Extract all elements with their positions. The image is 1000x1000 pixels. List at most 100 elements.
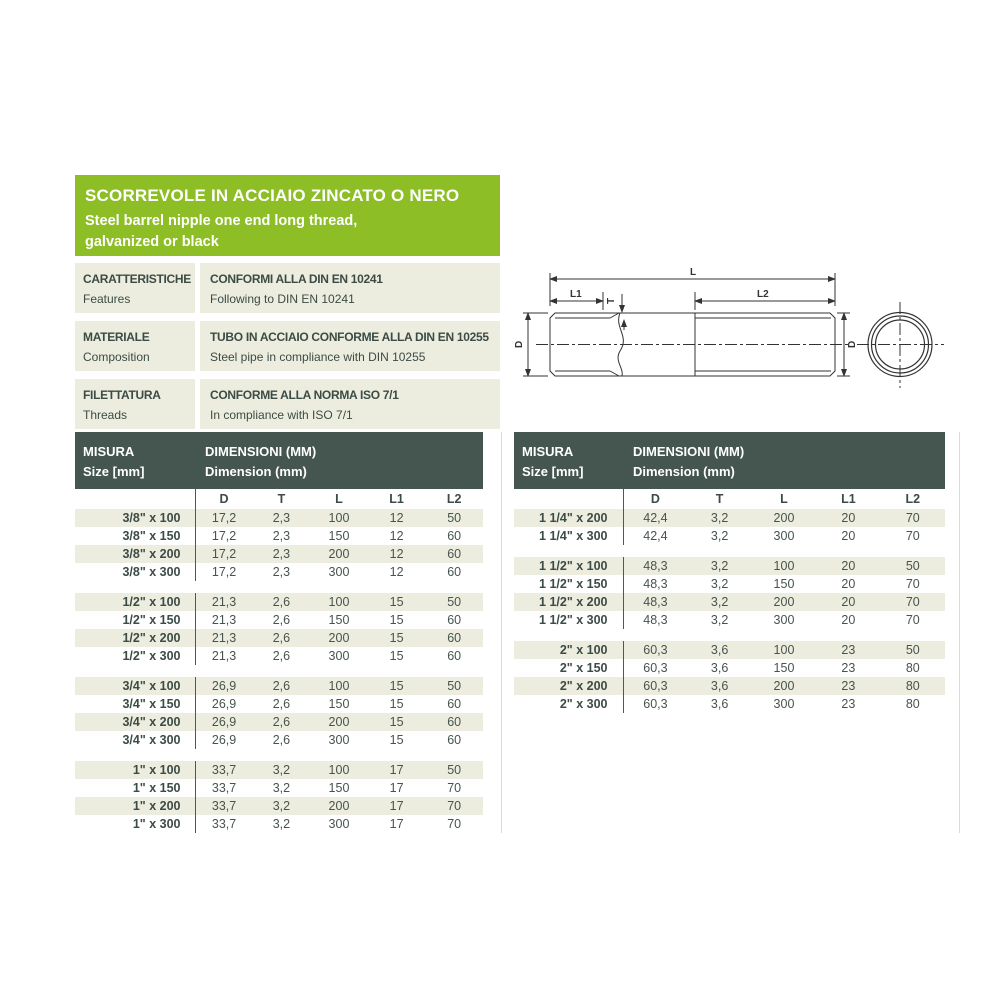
dimension-cell: 2,6 <box>272 733 291 747</box>
size-cell: 3/8" x 300 <box>122 565 181 579</box>
dimension-cell: 200 <box>310 797 368 815</box>
dim-label-d-left: D <box>514 341 525 348</box>
dimension-cell: 60 <box>447 733 462 747</box>
spec-label: CARATTERISTICHE Features <box>75 263 195 313</box>
dimension-cell: 20 <box>816 509 881 527</box>
column-header-l1: L1 <box>389 492 404 506</box>
table-row: 3/4" x 200 26,9 2,6 200 15 60 <box>75 713 483 731</box>
dim-label-d-right: D <box>847 341 858 348</box>
dimension-cell: 26,9 <box>194 695 253 713</box>
table-row: 2" x 100 60,3 3,6 100 23 50 <box>514 641 945 659</box>
size-cell: 3/4" x 100 <box>75 677 195 695</box>
column-header-l2: L2 <box>905 492 921 506</box>
group-gap <box>75 581 483 593</box>
dimension-cell: 3,2 <box>687 557 752 575</box>
dimension-cell: 60 <box>447 697 462 711</box>
size-cell: 1 1/4" x 300 <box>539 529 608 543</box>
dimensions-grid: D T L L1 L2 1 1/4" x 200 42,4 3,2 200 20 70 1 1/4" … <box>514 489 945 713</box>
spec-value-italian: CONFORMI ALLA DIN EN 10241 <box>210 272 383 286</box>
dimension-cell: 23 <box>816 677 881 695</box>
group-gap-cell <box>75 581 483 593</box>
table-row: 3/8" x 100 17,2 2,3 100 12 50 <box>75 509 483 527</box>
dimension-cell: 20 <box>841 613 856 627</box>
dimension-cell: 70 <box>905 577 920 591</box>
dimension-cell: 2,6 <box>252 593 311 611</box>
size-cell: 1 1/2" x 150 <box>539 577 608 591</box>
dimension-cell: 80 <box>905 697 920 711</box>
dimension-cell: 50 <box>425 593 483 611</box>
dimension-cell: 17,2 <box>194 545 253 563</box>
technical-drawing: L L1 L2 T D D <box>514 267 944 388</box>
size-cell: 1 1/2" x 100 <box>514 557 623 575</box>
spec-label-english: Composition <box>83 350 150 364</box>
dimension-cell: 150 <box>773 661 795 675</box>
dimension-cell: 2,6 <box>252 629 311 647</box>
dimension-cell: 20 <box>816 593 881 611</box>
spec-label-italian: FILETTATURA <box>83 388 161 402</box>
dimension-cell: 17,2 <box>194 563 253 581</box>
spec-value-italian: TUBO IN ACCIAIO CONFORME ALLA DIN EN 102… <box>210 330 489 344</box>
table-row: 1 1/4" x 200 42,4 3,2 200 20 70 <box>514 509 945 527</box>
dimension-cell: 15 <box>389 613 404 627</box>
size-cell: 1/2" x 200 <box>75 629 195 647</box>
dimension-cell: 12 <box>367 509 426 527</box>
dimension-cell: 150 <box>328 697 350 711</box>
group-gap-cell <box>514 629 945 641</box>
group-gap-cell <box>75 749 483 761</box>
spec-value: TUBO IN ACCIAIO CONFORME ALLA DIN EN 102… <box>200 321 500 371</box>
dimension-cell: 2,6 <box>252 713 311 731</box>
group-gap-cell <box>514 545 945 557</box>
dimension-cell: 12 <box>389 565 404 579</box>
dimension-cell: 48,3 <box>622 557 688 575</box>
column-header-row: D T L L1 L2 <box>514 489 945 509</box>
dimension-cell: 23 <box>816 641 881 659</box>
dimension-cell: 33,7 <box>194 815 253 833</box>
column-header-d: D <box>622 489 688 509</box>
dimension-cell: 2,6 <box>272 649 291 663</box>
dimension-cell: 200 <box>751 677 817 695</box>
dimension-cell: 15 <box>389 733 404 747</box>
dimension-cell: 15 <box>389 697 404 711</box>
dimension-cell: 3,2 <box>710 529 729 543</box>
misura-label-english: Size [mm] <box>522 464 584 479</box>
dimensioni-label-italian: DIMENSIONI (MM) <box>633 444 745 459</box>
dimension-cell: 300 <box>328 649 350 663</box>
dimension-cell: 150 <box>773 577 795 591</box>
dimension-cell: 60 <box>447 529 462 543</box>
group-gap-cell <box>75 665 483 677</box>
size-cell: 1" x 100 <box>75 761 195 779</box>
dimension-cell: 3,2 <box>272 817 291 831</box>
dimension-cell: 60,3 <box>622 659 688 677</box>
spec-label-italian: CARATTERISTICHE <box>83 272 191 286</box>
group-gap <box>514 545 945 557</box>
dimension-cell: 100 <box>751 557 817 575</box>
table-row: 2" x 150 60,3 3,6 150 23 80 <box>514 659 945 677</box>
dimension-cell: 70 <box>905 613 920 627</box>
dimension-cell: 26,9 <box>194 731 253 749</box>
table-row: 1" x 300 33,7 3,2 300 17 70 <box>75 815 483 833</box>
dimensioni-header: DIMENSIONI (MM) Dimension (mm) <box>195 432 316 489</box>
size-cell: 1" x 200 <box>75 797 195 815</box>
table-header-band: MISURA Size [mm] DIMENSIONI (MM) Dimensi… <box>514 432 945 489</box>
dim-label-l1: L1 <box>570 289 582 300</box>
table-row: 3/8" x 200 17,2 2,3 200 12 60 <box>75 545 483 563</box>
dimension-cell: 300 <box>773 613 795 627</box>
size-cell: 2" x 100 <box>514 641 623 659</box>
dimension-cell: 26,9 <box>194 713 253 731</box>
dimension-cell: 20 <box>841 577 856 591</box>
dimension-cell: 2,6 <box>272 697 291 711</box>
spec-row-features: CARATTERISTICHE Features CONFORMI ALLA D… <box>75 263 500 313</box>
table-row: 1/2" x 100 21,3 2,6 100 15 50 <box>75 593 483 611</box>
dimension-cell: 300 <box>328 733 350 747</box>
table-row: 1/2" x 200 21,3 2,6 200 15 60 <box>75 629 483 647</box>
misura-label-italian: MISURA <box>83 444 135 459</box>
dimension-cell: 300 <box>328 565 350 579</box>
dimension-cell: 2,6 <box>252 677 311 695</box>
dimension-cell: 2,6 <box>272 613 291 627</box>
dim-label-l: L <box>690 267 696 278</box>
dimension-cell: 23 <box>841 661 856 675</box>
dimension-cell: 3,2 <box>272 781 291 795</box>
dim-label-l2: L2 <box>757 289 769 300</box>
misura-header: MISURA Size [mm] <box>75 432 195 489</box>
